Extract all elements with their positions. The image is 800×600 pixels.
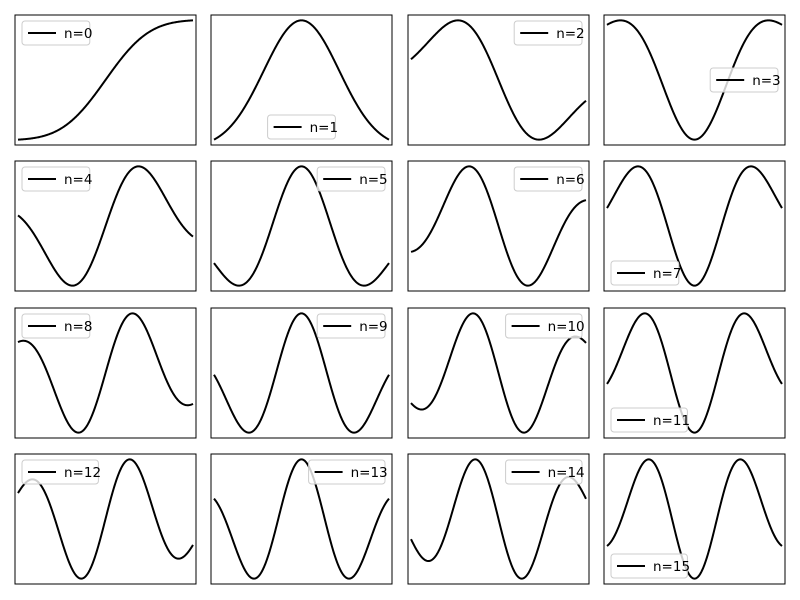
series-line-n11 [606,312,783,434]
legend: n=15 [610,553,690,579]
series-line-n8 [17,312,194,434]
series-line-n13 [213,458,390,580]
series-line-n0 [17,19,194,141]
legend: n=13 [308,459,388,485]
subplot-n14: n=14 [407,453,590,585]
series-line-n14 [410,458,587,580]
legend: n=2 [513,20,585,46]
axes-frame [14,14,197,146]
legend-box [308,459,386,485]
legend: n=12 [21,459,101,485]
subplot-n8: n=8 [14,307,197,439]
legend: n=0 [21,20,92,46]
axes-frame [407,160,590,292]
legend: n=9 [316,313,388,339]
legend: n=10 [505,313,585,339]
subplot-n9: n=9 [210,307,393,439]
axes-frame [603,453,786,585]
legend-label: n=8 [64,319,92,335]
axes-frame [603,307,786,439]
axes-frame [14,453,197,585]
subplot-n5: n=5 [210,160,393,292]
legend-label: n=3 [752,73,780,89]
legend-box [505,313,583,339]
series-line-n9 [213,312,390,434]
legend: n=14 [505,459,585,485]
axes-frame [14,160,197,292]
series-line-n2 [410,19,587,141]
subplot-n2: n=2 [407,14,590,146]
axes-frame [407,307,590,439]
legend: n=6 [513,166,585,192]
axes-frame [14,307,197,439]
legend: n=5 [316,166,388,192]
subplot-n1: n=1 [210,14,393,146]
axes-frame [407,453,590,585]
legend-box [610,407,688,433]
subplot-n15: n=15 [603,453,786,585]
series-line-n5 [213,165,390,287]
series-line-n4 [17,165,194,287]
legend-box [21,459,99,485]
legend-label: n=4 [64,172,92,188]
legend-label: n=13 [351,465,388,481]
legend-label: n=9 [359,319,387,335]
legend-label: n=2 [556,26,584,42]
subplot-n11: n=11 [603,307,786,439]
axes-frame [210,307,393,439]
legend: n=11 [610,407,690,433]
legend-label: n=10 [548,319,585,335]
legend-label: n=0 [64,26,92,42]
series-line-n7 [606,165,783,287]
legend-label: n=6 [556,172,584,188]
subplot-n12: n=12 [14,453,197,585]
legend: n=7 [610,260,681,286]
legend-box [610,553,688,579]
legend-label: n=15 [653,559,690,575]
axes-frame [210,453,393,585]
subplot-n7: n=7 [603,160,786,292]
series-line-n15 [606,458,783,580]
legend: n=3 [709,67,781,93]
axes-frame [210,160,393,292]
subplot-n4: n=4 [14,160,197,292]
subplot-n13: n=13 [210,453,393,585]
subplot-n3: n=3 [603,14,786,146]
axes-frame [210,14,393,146]
legend-box [505,459,583,485]
legend-label: n=1 [310,120,338,136]
legend: n=1 [267,114,338,140]
legend: n=4 [21,166,92,192]
legend-label: n=14 [548,465,585,481]
axes-frame [407,14,590,146]
axes-frame [603,160,786,292]
series-line-n10 [410,312,587,434]
legend-label: n=11 [653,413,690,429]
legend-label: n=7 [653,266,681,282]
legend-label: n=5 [359,172,387,188]
axes-frame [603,14,786,146]
series-line-n6 [410,165,587,287]
legend-label: n=12 [64,465,101,481]
series-line-n3 [606,19,783,141]
legend: n=8 [21,313,92,339]
subplot-n0: n=0 [14,14,197,146]
series-line-n12 [17,458,194,580]
subplot-n6: n=6 [407,160,590,292]
subplot-n10: n=10 [407,307,590,439]
series-line-n1 [213,19,390,141]
